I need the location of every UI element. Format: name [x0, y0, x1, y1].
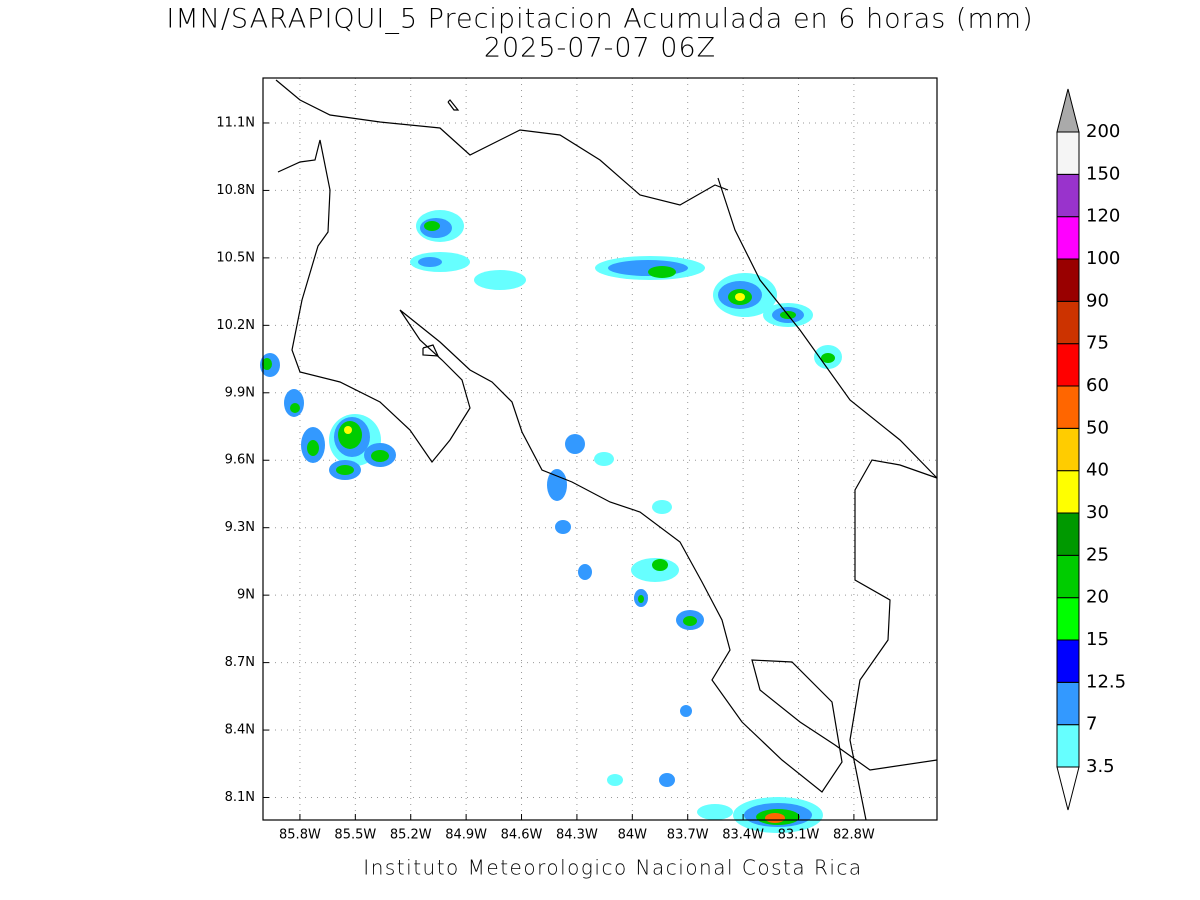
colorbar-segment: [1056, 300, 1080, 345]
colorbar-label: 30: [1086, 502, 1109, 523]
colorbar-label: 200: [1086, 121, 1120, 142]
map-frame: [262, 77, 938, 821]
colorbar-label: 100: [1086, 248, 1120, 269]
precipitation: [260, 210, 842, 833]
y-tick-label: 10.5N: [216, 250, 255, 265]
colorbar-label: 40: [1086, 460, 1109, 481]
x-tick-label: 83.4W: [722, 828, 764, 843]
colorbar-segment: [1056, 216, 1080, 260]
x-tick-label: 84.9W: [445, 828, 487, 843]
colorbar-label: 90: [1086, 290, 1109, 311]
colorbar-segment: [1056, 173, 1080, 218]
colorbar-segment: [1056, 554, 1080, 599]
x-tick-label: 84.3W: [556, 828, 598, 843]
y-tick-label: 9.3N: [225, 520, 255, 535]
y-tick-label: 8.7N: [225, 655, 255, 670]
colorbar-label: 15: [1086, 629, 1109, 650]
colorbar-label: 120: [1086, 206, 1120, 227]
y-tick-label: 8.1N: [225, 790, 255, 805]
colorbar-label: 150: [1086, 163, 1120, 184]
colorbar-segment: [1056, 427, 1080, 472]
y-tick-label: 9.9N: [225, 385, 255, 400]
colorbar-segment: [1056, 258, 1080, 302]
y-tick-label: 8.4N: [225, 723, 255, 738]
subtitle: 2025-07-07 06Z: [484, 33, 716, 64]
y-tick-label: 10.2N: [216, 318, 255, 333]
colorbar-segment: [1056, 681, 1080, 726]
colorbar-segment: [1056, 470, 1080, 514]
colorbar-segment: [1056, 131, 1080, 175]
x-tick-label: 83.1W: [778, 828, 820, 843]
colorbar-label: 7: [1086, 714, 1097, 735]
colorbar-segment: [1056, 724, 1080, 768]
y-tick-label: 9.6N: [225, 453, 255, 468]
y-tick-label: 10.8N: [216, 183, 255, 198]
colorbar-label: 12.5: [1086, 671, 1126, 692]
colorbar: 3.5 7 12.5 15 20 25 30 40 50 60 75 90 100 120 150 200: [1056, 88, 1126, 811]
colorbar-label: 25: [1086, 544, 1109, 565]
x-tick-label: 84.6W: [501, 828, 543, 843]
colorbar-label: 3.5: [1086, 756, 1115, 777]
colorbar-segment: [1056, 597, 1080, 641]
title: IMN/SARAPIQUI_5 Precipitacion Acumulada …: [166, 4, 1033, 35]
x-tick-label: 85.2W: [390, 828, 432, 843]
colorbar-label: 20: [1086, 587, 1109, 608]
coastline: [275, 79, 938, 821]
colorbar-label: 50: [1086, 417, 1109, 438]
y-tick-label: 11.1N: [216, 115, 255, 130]
colorbar-segment: [1056, 512, 1080, 556]
colorbar-segment: [1056, 343, 1080, 387]
colorbar-over: [1056, 88, 1080, 133]
x-tick-label: 82.8W: [833, 828, 875, 843]
footer: Instituto Meteorologico Nacional Costa R…: [363, 856, 862, 880]
y-tick-label: 9N: [237, 588, 255, 603]
colorbar-label: 75: [1086, 333, 1109, 354]
colorbar-label: 60: [1086, 375, 1109, 396]
x-tick-label: 85.8W: [279, 828, 321, 843]
x-tick-label: 83.7W: [667, 828, 709, 843]
x-tick-label: 85.5W: [334, 828, 376, 843]
colorbar-segment: [1056, 639, 1080, 683]
colorbar-segment: [1056, 385, 1080, 429]
colorbar-under: [1056, 766, 1080, 811]
x-tick-label: 84W: [618, 828, 648, 843]
